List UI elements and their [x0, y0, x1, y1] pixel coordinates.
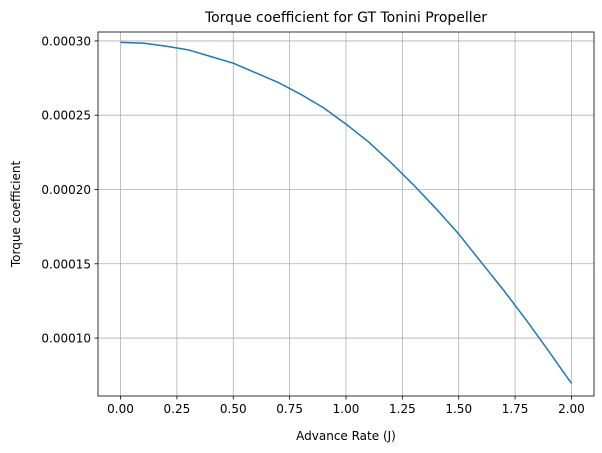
y-axis: 0.00010 0.00015 0.00020 0.00025 0.00030 — [41, 34, 98, 346]
x-axis-label: Advance Rate (J) — [296, 429, 396, 443]
y-axis-label: Torque coefficient — [9, 161, 23, 269]
x-tick-label: 1.50 — [445, 402, 472, 416]
y-tick-label: 0.00020 — [41, 183, 91, 197]
x-tick-label: 0.75 — [276, 402, 303, 416]
x-tick-label: 1.25 — [389, 402, 416, 416]
y-tick-label: 0.00030 — [41, 34, 91, 48]
y-tick-label: 0.00025 — [41, 109, 91, 123]
x-tick-label: 0.50 — [220, 402, 247, 416]
x-tick-label: 1.75 — [502, 402, 529, 416]
x-axis: 0.00 0.25 0.50 0.75 1.00 1.25 1.50 1.75 2.00 — [107, 396, 585, 416]
x-tick-label: 0.25 — [164, 402, 191, 416]
y-tick-label: 0.00010 — [41, 332, 91, 346]
x-tick-label: 0.00 — [107, 402, 134, 416]
y-tick-label: 0.00015 — [41, 257, 91, 271]
chart-title: Torque coefficient for GT Tonini Propell… — [204, 10, 487, 26]
x-tick-label: 1.00 — [333, 402, 360, 416]
series-line — [120, 41, 573, 384]
series-layer — [120, 41, 573, 384]
x-tick-label: 2.00 — [558, 402, 585, 416]
grid — [98, 32, 594, 396]
